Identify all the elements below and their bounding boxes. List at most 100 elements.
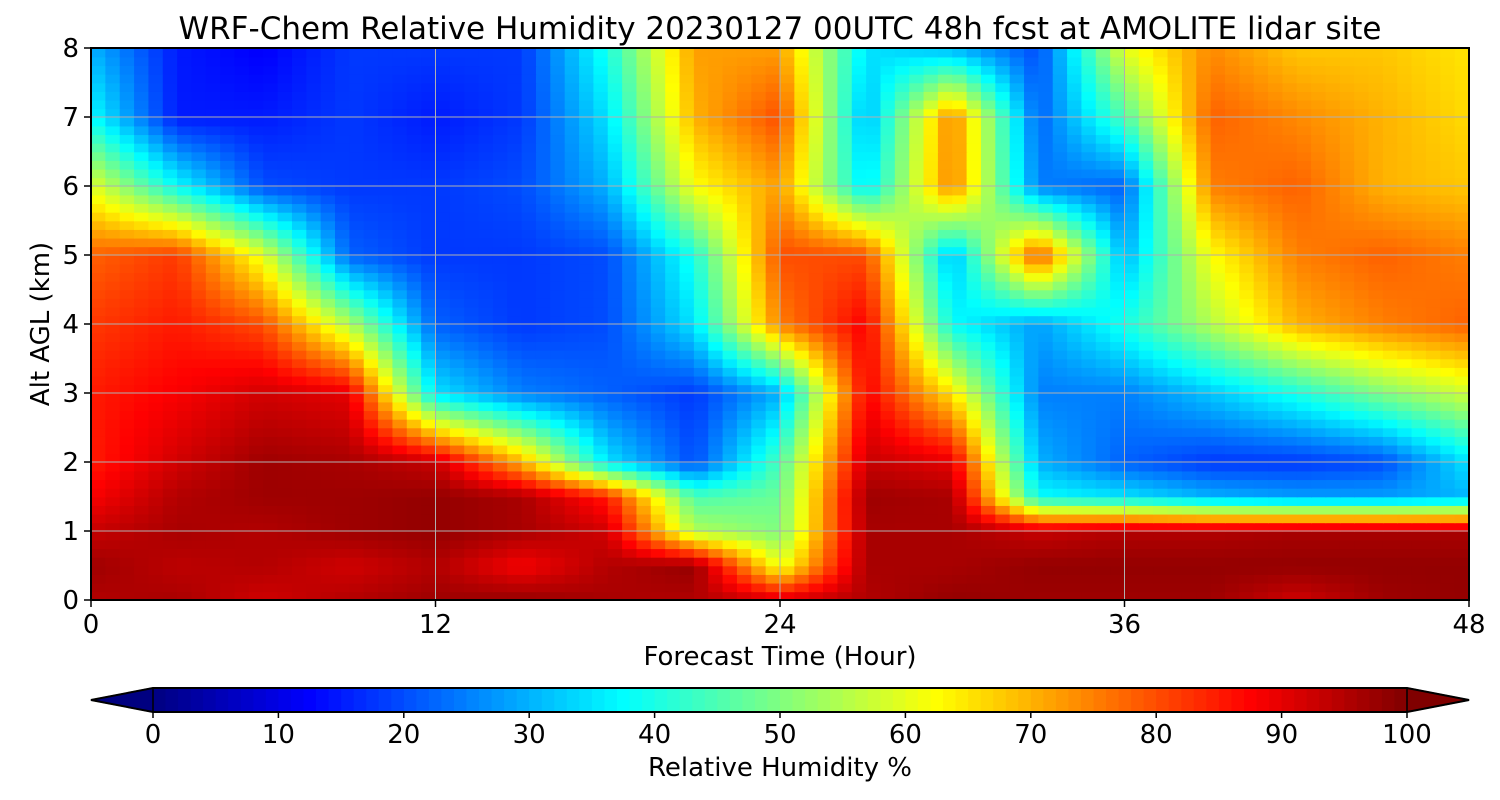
- heatmap-cell: [808, 186, 824, 196]
- heatmap-cell: [478, 375, 494, 386]
- heatmap-cell: [1153, 237, 1169, 248]
- heatmap-cell: [722, 582, 738, 593]
- heatmap-cell: [1181, 565, 1198, 575]
- heatmap-cell: [119, 151, 135, 161]
- heatmap-cell: [1081, 548, 1097, 558]
- heatmap-cell: [248, 479, 265, 489]
- heatmap-cell: [622, 298, 638, 308]
- heatmap-cell: [1181, 246, 1198, 256]
- heatmap-cell: [995, 367, 1011, 377]
- heatmap-cell: [464, 505, 480, 515]
- heatmap-cell: [1268, 565, 1284, 575]
- heatmap-cell: [780, 453, 796, 463]
- heatmap-cell: [492, 479, 509, 489]
- heatmap-cell: [464, 203, 480, 213]
- heatmap-cell: [1110, 496, 1126, 506]
- heatmap-cell: [378, 401, 394, 412]
- heatmap-cell: [205, 496, 221, 506]
- heatmap-cell: [765, 186, 781, 196]
- heatmap-cell: [751, 487, 767, 498]
- heatmap-cell: [507, 539, 523, 550]
- heatmap-cell: [105, 436, 121, 446]
- heatmap-cell: [1382, 462, 1399, 472]
- heatmap-cell: [851, 203, 867, 213]
- heatmap-cell: [521, 496, 537, 506]
- heatmap-cell: [564, 487, 580, 498]
- heatmap-cell: [1167, 531, 1183, 541]
- heatmap-cell: [449, 194, 465, 205]
- heatmap-cell: [91, 591, 107, 600]
- heatmap-cell: [1397, 470, 1413, 481]
- heatmap-cell: [1239, 531, 1255, 541]
- heatmap-cell: [1167, 280, 1183, 291]
- heatmap-cell: [1239, 393, 1255, 403]
- heatmap-cell: [406, 160, 422, 170]
- heatmap-cell: [421, 255, 437, 265]
- heatmap-cell: [579, 556, 595, 567]
- heatmap-cell: [1024, 479, 1040, 489]
- heatmap-cell: [794, 349, 810, 360]
- heatmap-cell: [1167, 427, 1183, 437]
- heatmap-cell: [1382, 298, 1399, 308]
- heatmap-cell: [1052, 539, 1068, 550]
- heatmap-cell: [1368, 444, 1384, 455]
- heatmap-cell: [1311, 591, 1327, 600]
- heatmap-cell: [248, 444, 265, 455]
- heatmap-cell: [1425, 479, 1442, 489]
- heatmap-cell: [162, 315, 178, 325]
- heatmap-cell: [1038, 367, 1054, 377]
- heatmap-cell: [478, 177, 494, 187]
- heatmap-cell: [1354, 186, 1370, 196]
- heatmap-cell: [1224, 280, 1241, 291]
- heatmap-cell: [1110, 220, 1126, 230]
- heatmap-cell: [1368, 306, 1384, 317]
- heatmap-cell: [205, 531, 221, 541]
- heatmap-cell: [277, 220, 293, 230]
- heatmap-cell: [1009, 151, 1025, 161]
- heatmap-cell: [1110, 168, 1126, 179]
- heatmap-cell: [952, 358, 968, 368]
- heatmap-cell: [765, 539, 781, 550]
- heatmap-cell: [205, 591, 221, 600]
- heatmap-cell: [1397, 574, 1413, 584]
- heatmap-cell: [277, 591, 293, 600]
- heatmap-cell: [722, 160, 738, 170]
- heatmap-cell: [1196, 565, 1212, 575]
- heatmap-cell: [1354, 513, 1370, 524]
- heatmap-cell: [105, 324, 121, 334]
- heatmap-cell: [177, 263, 193, 274]
- heatmap-cell: [1311, 168, 1327, 179]
- heatmap-cell: [91, 255, 107, 265]
- heatmap-cell: [148, 211, 164, 222]
- heatmap-cell: [335, 186, 351, 196]
- heatmap-cell: [909, 341, 925, 351]
- heatmap-cell: [1368, 436, 1384, 446]
- heatmap-cell: [521, 194, 537, 205]
- heatmap-cell: [119, 393, 135, 403]
- heatmap-cell: [1411, 513, 1427, 524]
- heatmap-cell: [220, 349, 236, 360]
- heatmap-cell: [866, 401, 882, 412]
- heatmap-cell: [751, 263, 767, 274]
- heatmap-cell: [406, 341, 422, 351]
- heatmap-cell: [980, 384, 997, 394]
- heatmap-cell: [952, 565, 968, 575]
- heatmap-cell: [866, 556, 882, 567]
- heatmap-cell: [579, 298, 595, 308]
- heatmap-cell: [794, 246, 810, 256]
- heatmap-cell: [1067, 462, 1083, 472]
- heatmap-cell: [679, 410, 695, 420]
- heatmap-cell: [1167, 203, 1183, 213]
- heatmap-cell: [823, 582, 839, 593]
- heatmap-cell: [1138, 427, 1154, 437]
- heatmap-cell: [665, 168, 681, 179]
- heatmap-cell: [593, 539, 609, 550]
- heatmap-cell: [220, 427, 236, 437]
- heatmap-cell: [349, 384, 365, 394]
- heatmap-cell: [780, 418, 796, 429]
- heatmap-cell: [1095, 298, 1111, 308]
- heatmap-cell: [823, 341, 839, 351]
- heatmap-cell: [550, 496, 566, 506]
- heatmap-cell: [191, 565, 207, 575]
- heatmap-cell: [177, 548, 193, 558]
